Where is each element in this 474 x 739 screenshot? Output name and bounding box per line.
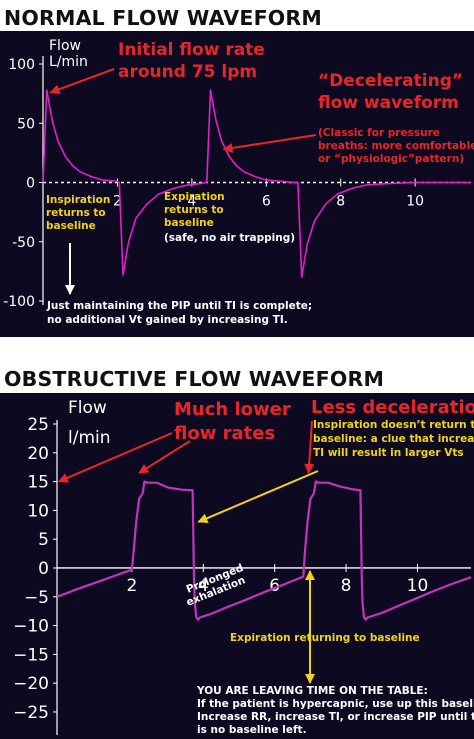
annotation-decelerating-line: flow waveform [318, 93, 459, 113]
y-tick-label: -100 [3, 294, 35, 310]
annotation-leaving-time-line: is no baseline left. [197, 724, 307, 736]
obstructive-waveform-chart: 25 20 15 10 5 0 −5 −10 −15 −20 −25 2 4 6 8 10 Flow l/min M… [0, 393, 474, 739]
x-tick-label: 8 [336, 194, 345, 210]
arrow-initial-flow [49, 68, 115, 95]
annotation-initial-flow-line: Initial flow rate [118, 40, 265, 60]
y-axis-label: Flow [68, 398, 107, 418]
y-tick-label: -50 [12, 235, 35, 251]
x-tick-label: 4 [187, 194, 196, 210]
annotation-classic-line: or “physiologic”pattern) [318, 153, 464, 165]
annotation-expiration-baseline-line: baseline [164, 217, 214, 229]
x-tick-label: 2 [113, 194, 122, 210]
y-tick-label: 15 [27, 473, 49, 493]
y-tick-label: −25 [13, 703, 49, 723]
y-tick-label: −5 [24, 588, 49, 608]
x-tick-label: 6 [269, 576, 280, 596]
arrow-less-deceleration [304, 420, 315, 474]
y-tick-label: 10 [27, 501, 49, 521]
annotation-decelerating-line: “Decelerating” [318, 71, 463, 91]
annotation-expiration-returning-line: Expiration returning to baseline [230, 632, 420, 644]
annotation-maintaining-pip-line: no additional Vt gained by increasing TI… [47, 314, 288, 326]
y-tick-label: −20 [13, 674, 49, 694]
annotation-classic-line: breaths: more comfortable [318, 140, 474, 152]
y-tick-label: 5 [38, 530, 49, 550]
obstructive-waveform-heading: OBSTRUCTIVE FLOW WAVEFORM [4, 367, 385, 391]
annotation-expiration-baseline-line: returns to [164, 204, 224, 216]
annotation-inspiration-baseline-line: baseline [46, 220, 96, 232]
arrow-inspiration-no-baseline [197, 470, 319, 523]
x-tick-label: 10 [406, 194, 424, 210]
y-axis-label: Flow [49, 38, 81, 54]
annotation-lower-flow-line: Much lower [174, 399, 291, 420]
annotation-inspiration-baseline-line: returns to [46, 207, 106, 219]
y-tick-label: 100 [8, 57, 35, 73]
y-tick-label: 0 [26, 176, 35, 192]
annotation-inspiration-baseline-line: Inspiration [46, 194, 110, 206]
annotation-inspiration-no-baseline-line: Inspiration doesn’t return to [313, 419, 474, 431]
annotation-classic-line: (Classic for pressure [318, 127, 440, 139]
annotation-leaving-time-line: If the patient is hypercapnic, use up th… [197, 698, 474, 710]
annotation-leaving-time-line: YOU ARE LEAVING TIME ON THE TABLE: [196, 685, 428, 697]
x-tick-label: 4 [198, 576, 209, 596]
x-tick-label: 6 [262, 194, 271, 210]
normal-waveform-heading: NORMAL FLOW WAVEFORM [4, 6, 322, 30]
y-tick-label: 50 [17, 116, 35, 132]
annotation-no-air-trapping-line: (safe, no air trapping) [164, 232, 295, 244]
y-tick-label: 20 [27, 444, 49, 464]
x-tick-label: 8 [341, 576, 352, 596]
annotation-initial-flow-line: around 75 lpm [118, 62, 257, 82]
x-tick-label: 10 [407, 576, 429, 596]
flow-series-line [42, 89, 471, 279]
normal-waveform-chart: 100 50 0 -50 -100 2 4 6 8 10 Flow L/min Initial flow… [0, 31, 474, 337]
annotation-leaving-time-line: Increase RR, increase TI, or increase PI… [197, 711, 474, 723]
annotation-maintaining-pip-line: Just maintaining the PIP until TI is com… [46, 300, 312, 312]
y-axis-label: L/min [49, 54, 88, 70]
annotation-inspiration-no-baseline-line: baseline: a clue that increasing [313, 433, 474, 445]
arrow-lower-flow-axis [57, 432, 173, 483]
annotation-expiration-baseline-line: Expiration [164, 191, 225, 203]
arrow-decelerating [222, 134, 317, 153]
y-axis-label: l/min [68, 428, 111, 448]
y-tick-label: −10 [13, 617, 49, 637]
arrow-lower-flow-peak [138, 440, 191, 474]
annotation-lower-flow-line: flow rates [174, 423, 275, 444]
y-tick-label: 0 [38, 559, 49, 579]
y-tick-label: −15 [13, 645, 49, 665]
x-tick-label: 2 [127, 576, 138, 596]
annotation-less-deceleration-line: Less deceleration [311, 397, 474, 418]
flow-series-line [56, 480, 472, 621]
y-tick-label: 25 [27, 415, 49, 435]
annotation-inspiration-no-baseline-line: TI will result in larger Vts [313, 447, 464, 459]
